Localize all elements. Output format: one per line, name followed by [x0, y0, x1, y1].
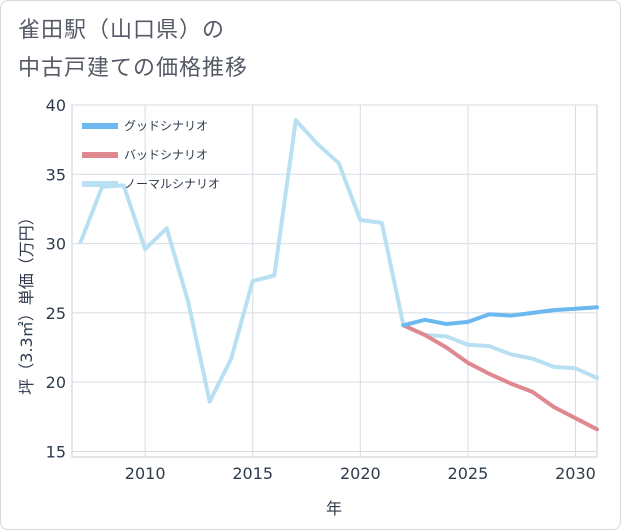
series-line-2	[78, 118, 599, 404]
x-axis-title: 年	[326, 499, 342, 518]
y-tick-label-40: 40	[46, 96, 66, 115]
series-line-0	[401, 305, 599, 328]
plot-area	[71, 104, 598, 458]
chart-title: 雀田駅（山口県）の 中古戸建ての価格推移	[18, 12, 248, 88]
y-axis-title: 坪（3.3㎡）単価（万円）	[17, 209, 36, 394]
x-tick-label-2015: 2015	[232, 464, 273, 483]
x-tick-label-2010: 2010	[125, 464, 166, 483]
x-tick-label-2025: 2025	[448, 464, 489, 483]
x-tick-label-2030: 2030	[555, 464, 596, 483]
x-axis-ticks: 2010 2015 2020 2025 2030	[125, 464, 596, 483]
y-axis-ticks: 15 20 25 30 35 40	[46, 96, 66, 461]
y-tick-label-20: 20	[46, 373, 66, 392]
series-line-1	[401, 323, 599, 432]
series-lines	[78, 118, 599, 432]
y-tick-label-25: 25	[46, 304, 66, 323]
legend-label-1: バッドシナリオ	[124, 148, 208, 162]
y-tick-label-30: 30	[46, 235, 66, 254]
x-tick-label-2020: 2020	[340, 464, 381, 483]
legend-label-2: ノーマルシナリオ	[124, 177, 220, 191]
legend-label-0: グッドシナリオ	[124, 119, 208, 133]
y-tick-label-15: 15	[46, 442, 66, 461]
chart-title-line-2: 中古戸建ての価格推移	[18, 56, 249, 81]
chart-title-line-1: 雀田駅（山口県）の	[18, 18, 226, 43]
y-tick-label-35: 35	[46, 165, 66, 184]
